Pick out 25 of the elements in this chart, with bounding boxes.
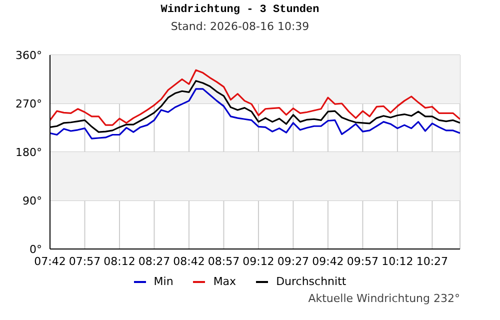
text: Aktuelle Windrichtung 232°: [308, 292, 460, 305]
y-tick-label: 360°: [16, 48, 42, 62]
chart-subtitle: Stand: 2026-08-16 10:39: [170, 20, 310, 33]
x-tick-label: 08:42: [173, 254, 205, 268]
x-tick-label: 08:27: [138, 254, 170, 268]
x-tick-label: 10:27: [416, 254, 448, 268]
legend-label: Max: [213, 275, 236, 288]
line-series: [50, 88, 460, 140]
x-tick-label: 10:12: [382, 254, 414, 268]
x-tick-label: 09:12: [242, 254, 274, 268]
line-series: [50, 69, 460, 126]
legend-label: Durchschnitt: [276, 275, 346, 288]
y-tick-label: 270°: [16, 97, 42, 110]
y-tick-label: 0°: [30, 242, 42, 256]
x-tick-label: 07:42: [34, 254, 66, 268]
x-tick-label: 09:27: [277, 254, 310, 268]
y-tick-label: 90°: [22, 194, 42, 208]
y-tick-label: 180°: [16, 146, 42, 159]
x-tick-label: 08:57: [208, 254, 240, 268]
x-tick-label: 08:12: [104, 254, 136, 268]
x-tick-label: 09:57: [346, 254, 379, 268]
legend-label: Min: [154, 275, 174, 288]
x-tick-label: 09:42: [312, 254, 344, 268]
x-tick-label: 07:57: [68, 254, 101, 268]
chart-title: Windrichtung - 3 Stunden: [160, 4, 320, 16]
